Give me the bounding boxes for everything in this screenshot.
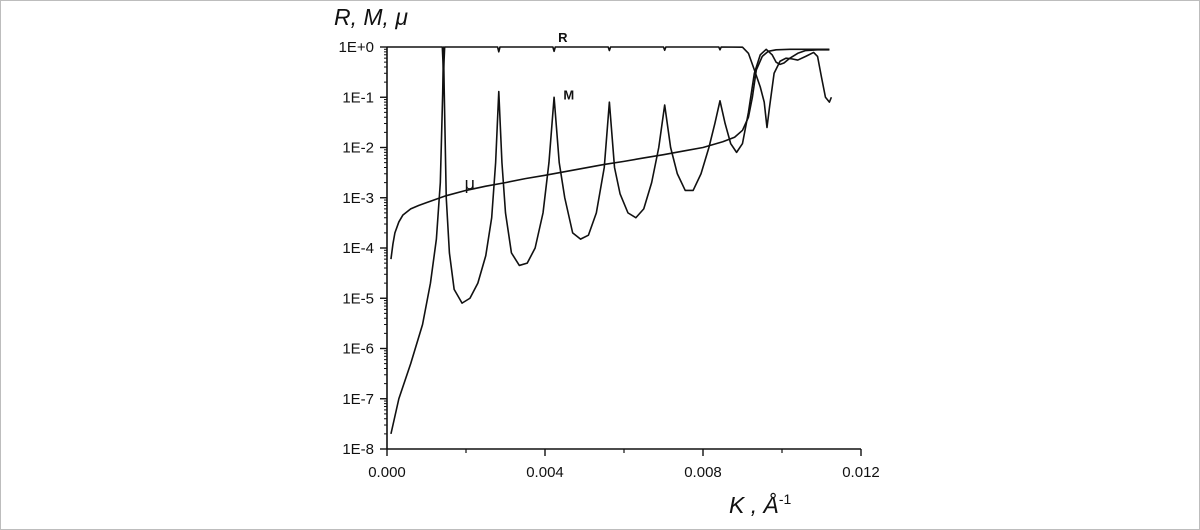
y-tick-label: 1E-4 (342, 240, 374, 257)
y-tick-label: 1E+0 (339, 39, 374, 56)
y-tick-label: 1E-5 (342, 290, 374, 307)
series-r-label: R (558, 30, 568, 45)
x-axis-title-exponent: -1 (779, 491, 792, 507)
plot-axes (386, 47, 861, 450)
y-tick-label: 1E-2 (342, 140, 374, 157)
y-axis-ticks: 1E+0 1E-1 1E-2 1E-3 1E-4 1E-5 1E-6 1E-7 1E-8 (339, 39, 387, 458)
x-axis-title: K , Å-1 (729, 491, 792, 518)
series-mu-line (390, 48, 830, 260)
x-axis-title-text: K , Å (729, 491, 779, 518)
x-tick-label: 0.004 (526, 464, 564, 481)
y-tick-label: 1E-3 (342, 190, 374, 207)
data-series: R Mμ (387, 30, 833, 435)
y-tick-label: 1E-1 (342, 89, 374, 106)
y-axis-title: R, M, μ (334, 4, 408, 30)
y-tick-label: 1E-7 (342, 391, 374, 408)
x-axis-ticks: 0.000 0.004 0.008 0.012 (368, 449, 880, 481)
series-mu-label: μ (464, 175, 475, 195)
x-tick-label: 0.000 (368, 464, 406, 481)
y-tick-label: 1E-6 (342, 341, 374, 358)
x-tick-label: 0.012 (842, 464, 880, 481)
y-tick-label: 1E-8 (342, 441, 374, 458)
series-m-line (390, 46, 830, 435)
x-tick-label: 0.008 (684, 464, 722, 481)
series-r-line (387, 46, 833, 129)
series-m-label: M (563, 87, 574, 102)
